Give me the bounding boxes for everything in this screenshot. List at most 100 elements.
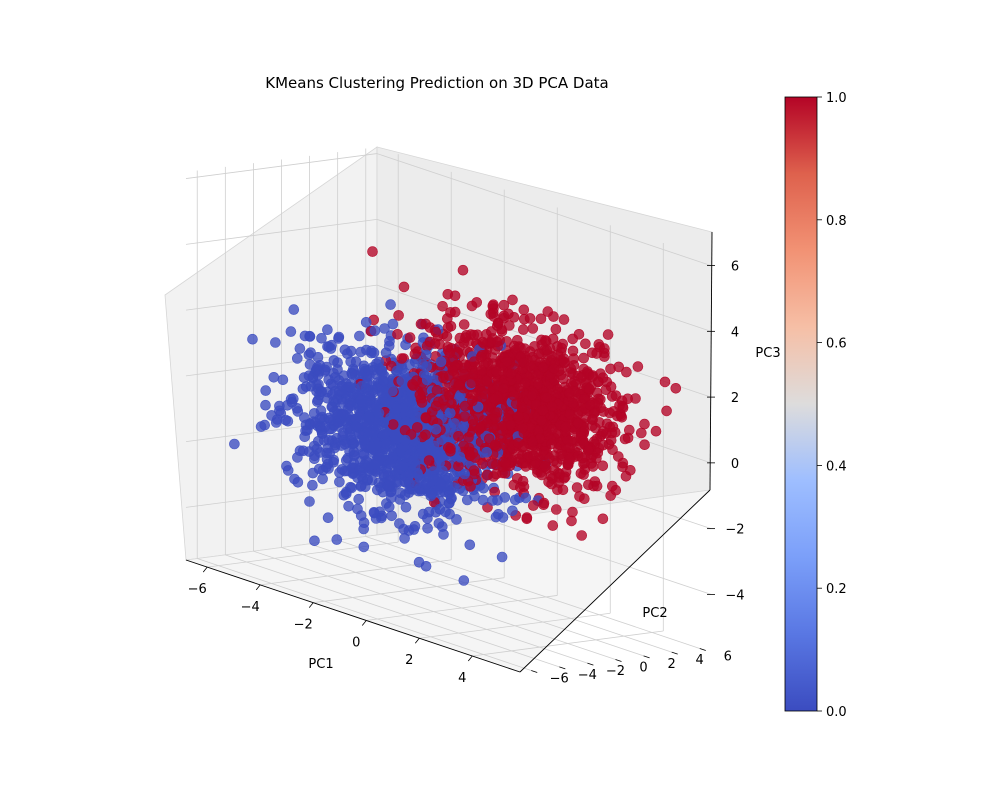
scatter-point: [337, 397, 349, 408]
y-tick-label: 0: [639, 661, 647, 676]
scatter-point: [605, 363, 616, 375]
scatter-point: [449, 290, 461, 302]
y-tick-label: 4: [696, 653, 704, 668]
scatter-point: [353, 493, 365, 505]
scatter-point: [308, 440, 320, 452]
scatter-point: [490, 511, 502, 523]
scatter-point: [387, 318, 399, 330]
scatter-point: [475, 351, 487, 363]
scatter-point: [247, 333, 258, 345]
y-tick-mark: [671, 651, 678, 655]
scatter-point: [364, 390, 375, 401]
scatter-point: [399, 434, 411, 446]
scatter-point: [396, 353, 408, 364]
scatter-point: [578, 352, 590, 364]
scatter-point: [292, 452, 303, 463]
scatter-point: [435, 479, 447, 491]
scatter-point: [550, 504, 562, 515]
scatter-point: [319, 364, 331, 376]
scatter-point: [639, 418, 650, 430]
scatter-point: [434, 503, 446, 515]
grid-line-z-back: [376, 218, 712, 332]
z-tick-label: 2: [731, 391, 739, 406]
scatter-point: [338, 370, 350, 382]
scatter-point: [396, 375, 408, 387]
scatter-point: [307, 467, 319, 479]
scatter-point: [498, 383, 510, 394]
x-tick-mark: [308, 602, 314, 608]
scatter-point: [521, 513, 533, 525]
scatter-point: [385, 299, 396, 310]
scatter-point: [344, 381, 356, 393]
scatter-point: [597, 439, 609, 451]
scatter-point: [505, 419, 516, 431]
scatter-point: [430, 423, 442, 435]
scatter-point: [260, 385, 272, 396]
scatter-point: [329, 437, 341, 448]
scatter-point: [541, 344, 553, 356]
scatter-point: [229, 438, 240, 450]
scatter-point: [546, 424, 558, 435]
scatter-point: [527, 436, 538, 448]
scatter-point: [277, 374, 289, 386]
scatter-point: [546, 438, 557, 450]
scatter-point: [270, 337, 281, 348]
scatter-point: [564, 453, 576, 465]
scatter-point: [423, 506, 435, 518]
scatter-point: [567, 333, 579, 345]
colorbar: 0.0 0.2 0.4 0.6 0.8 1.0: [784, 91, 847, 720]
scatter-point: [602, 329, 614, 340]
x-tick-mark: [202, 566, 208, 573]
scatter-point: [537, 361, 549, 373]
scatter-point: [387, 419, 399, 430]
scatter-point: [500, 457, 511, 469]
scatter-point: [358, 517, 370, 529]
scatter-point: [463, 432, 474, 443]
scatter-point: [369, 458, 381, 470]
scatter-point: [299, 431, 311, 443]
scatter-point: [599, 343, 610, 354]
scatter-point: [524, 360, 536, 372]
scatter-point: [510, 398, 522, 410]
scatter-point: [591, 480, 603, 492]
scatter-point: [507, 505, 518, 517]
scatter-point: [363, 411, 375, 423]
scatter-point: [260, 399, 271, 411]
z-tick-label: 4: [731, 325, 739, 340]
scatter-point: [414, 389, 426, 401]
scatter-point: [373, 419, 384, 431]
scatter-point: [520, 461, 532, 472]
x-tick-mark: [361, 620, 367, 626]
tick-labels: −6 −4 −2 0 2 4 −6 −4 −2 0 2 4 6 −4 −2 0 2 4 6: [188, 260, 745, 687]
scatter-point: [491, 336, 503, 348]
scatter-point: [421, 374, 433, 386]
scatter-point: [466, 395, 478, 407]
scatter-point: [459, 468, 471, 480]
scatter-point: [288, 304, 300, 315]
colorbar-gradient: [784, 96, 818, 712]
scatter-point: [607, 444, 618, 456]
scatter-point: [459, 411, 470, 422]
x-tick-label: −2: [294, 618, 313, 633]
scatter-point: [539, 460, 551, 472]
scatter-point: [300, 381, 312, 392]
scatter-point: [316, 386, 328, 397]
scatter-point: [498, 299, 510, 311]
scatter-point: [391, 365, 403, 377]
scatter-point: [358, 541, 370, 553]
scatter-point: [587, 370, 599, 381]
scatter-point: [360, 421, 372, 433]
scatter-point: [468, 465, 480, 476]
scatter-point: [481, 446, 493, 458]
scatter-point: [420, 560, 432, 572]
scatter-point: [340, 455, 352, 466]
scatter-point: [474, 422, 486, 434]
scatter-point: [308, 408, 320, 419]
scatter-point: [365, 441, 377, 453]
scatter-point: [512, 437, 524, 449]
grid-line-y-floor: [281, 547, 616, 660]
scatter-point: [374, 363, 385, 374]
z-axis-line: [709, 231, 713, 491]
scatter-point: [670, 382, 682, 394]
